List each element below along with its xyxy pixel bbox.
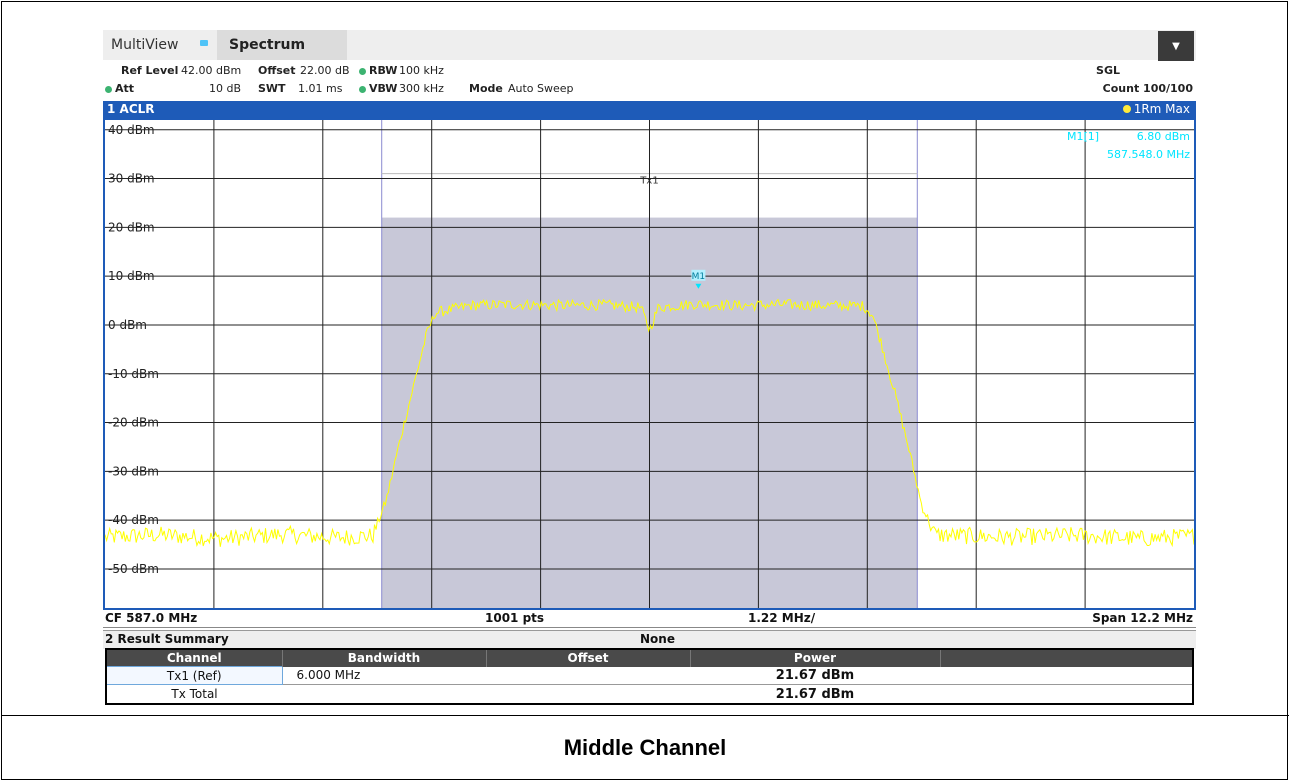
y-tick-label: -20 dBm bbox=[108, 416, 159, 430]
vbw-coupled-icon bbox=[359, 86, 366, 93]
offset-label: Offset bbox=[258, 64, 296, 77]
column-header-blank bbox=[940, 649, 1194, 667]
marker-readout-level: 6.80 dBm bbox=[1137, 130, 1190, 143]
power-cell: 21.67 dBm bbox=[690, 684, 940, 705]
vbw-label: VBW bbox=[369, 82, 398, 95]
rbw-label: RBW bbox=[369, 64, 398, 77]
sweep-count: Count 100/100 bbox=[1102, 82, 1193, 95]
y-tick-label: -30 dBm bbox=[108, 464, 159, 478]
vbw-value[interactable]: 300 kHz bbox=[399, 82, 444, 95]
rbw-value[interactable]: 100 kHz bbox=[399, 64, 444, 77]
multiview-indicator-icon bbox=[200, 40, 208, 46]
y-tick-label: -40 dBm bbox=[108, 513, 159, 527]
blank-cell bbox=[940, 684, 1193, 705]
ref-level-value[interactable]: 42.00 dBm bbox=[181, 64, 242, 77]
result-summary-table: Channel Bandwidth Offset Power Tx1 (Ref)… bbox=[105, 648, 1194, 705]
y-tick-label: 0 dBm bbox=[108, 318, 147, 332]
y-tick-label: 30 dBm bbox=[108, 172, 155, 186]
menu-dropdown-button[interactable]: ▼ bbox=[1158, 31, 1194, 61]
att-coupled-icon bbox=[105, 86, 112, 93]
marker-readout-label: M1[1] bbox=[1067, 130, 1099, 143]
y-tick-label: 40 dBm bbox=[108, 123, 155, 137]
column-header-offset: Offset bbox=[486, 649, 691, 667]
mode-label: Mode bbox=[469, 82, 503, 95]
table-row[interactable]: Tx Total 21.67 dBm bbox=[106, 684, 1193, 705]
swt-value[interactable]: 1.01 ms bbox=[298, 82, 343, 95]
spectrum-plot-area[interactable]: Tx1 40 dBm 30 dBm 20 dBm 10 dBm 0 dBm -10 dBm -… bbox=[103, 118, 1196, 610]
result-summary-none: None bbox=[640, 632, 675, 646]
mode-value[interactable]: Auto Sweep bbox=[508, 82, 574, 95]
tab-spectrum[interactable]: Spectrum bbox=[217, 30, 347, 60]
column-header-channel: Channel bbox=[106, 649, 283, 667]
y-tick-label: 10 dBm bbox=[108, 269, 155, 283]
span-label: Span 12.2 MHz bbox=[1092, 611, 1193, 625]
power-cell: 21.67 dBm bbox=[690, 666, 940, 686]
offset-value[interactable]: 22.00 dB bbox=[300, 64, 350, 77]
rbw-coupled-icon bbox=[359, 68, 366, 75]
trace-info[interactable]: 1Rm Max bbox=[1122, 102, 1190, 116]
channel-cell[interactable]: Tx1 (Ref) bbox=[105, 665, 283, 686]
points-count: 1001 pts bbox=[485, 611, 545, 625]
settings-row-1: Ref Level 42.00 dBm Offset 22.00 dB RBW … bbox=[103, 64, 1196, 81]
analyzer-app: MultiView Spectrum ▼ Ref Level 42.00 dBm… bbox=[103, 30, 1196, 707]
chevron-down-icon: ▼ bbox=[1172, 40, 1180, 52]
marker-triangle-icon bbox=[695, 283, 702, 289]
offset-cell bbox=[486, 684, 690, 705]
channel-cell: Tx Total bbox=[106, 684, 282, 705]
result-summary-header: 2 Result Summary None bbox=[103, 630, 1196, 649]
result-summary-title: 2 Result Summary bbox=[105, 632, 229, 646]
ref-level-label: Ref Level bbox=[121, 64, 179, 77]
center-frequency: CF 587.0 MHz bbox=[105, 611, 198, 625]
tab-multiview[interactable]: MultiView bbox=[111, 37, 179, 53]
att-label: Att bbox=[115, 82, 135, 95]
marker-tag-box bbox=[691, 269, 706, 281]
y-tick-label: -10 dBm bbox=[108, 367, 159, 381]
att-value[interactable]: 10 dB bbox=[209, 82, 242, 95]
marker-tag: M1 bbox=[692, 272, 706, 282]
trace-color-icon bbox=[1122, 105, 1131, 113]
x-axis-footer: CF 587.0 MHz 1001 pts 1.22 MHz/ Span 12.… bbox=[103, 610, 1196, 628]
column-header-power: Power bbox=[690, 649, 941, 667]
bandwidth-cell: 6.000 MHz bbox=[282, 666, 486, 686]
bandwidth-cell bbox=[282, 684, 486, 705]
frequency-per-division: 1.22 MHz/ bbox=[748, 611, 816, 625]
table-row[interactable]: Tx1 (Ref) 6.000 MHz 21.67 dBm bbox=[105, 665, 1193, 686]
marker-readout-frequency: 587.548.0 MHz bbox=[1107, 148, 1190, 161]
settings-row-2: Att 10 dB SWT 1.01 ms VBW 300 kHz Mode A… bbox=[103, 82, 1196, 99]
diagram-header: 1 ACLR 1Rm Max bbox=[103, 101, 1196, 118]
table-header-row: Channel Bandwidth Offset Power bbox=[106, 649, 1194, 667]
offset-cell bbox=[486, 666, 690, 686]
frame-divider bbox=[1, 715, 1289, 716]
y-tick-label: 20 dBm bbox=[108, 220, 155, 234]
trace-line bbox=[105, 298, 1194, 548]
y-tick-label: -50 dBm bbox=[108, 562, 159, 576]
blank-cell bbox=[940, 666, 1193, 686]
swt-label: SWT bbox=[258, 82, 286, 95]
sgl-label: SGL bbox=[1096, 64, 1120, 77]
column-header-bandwidth: Bandwidth bbox=[282, 649, 487, 667]
top-bar: MultiView Spectrum ▼ bbox=[103, 30, 1196, 61]
diagram-title: 1 ACLR bbox=[107, 102, 155, 116]
figure-caption: Middle Channel bbox=[563, 735, 727, 760]
trace-mode: 1Rm Max bbox=[1133, 102, 1190, 116]
